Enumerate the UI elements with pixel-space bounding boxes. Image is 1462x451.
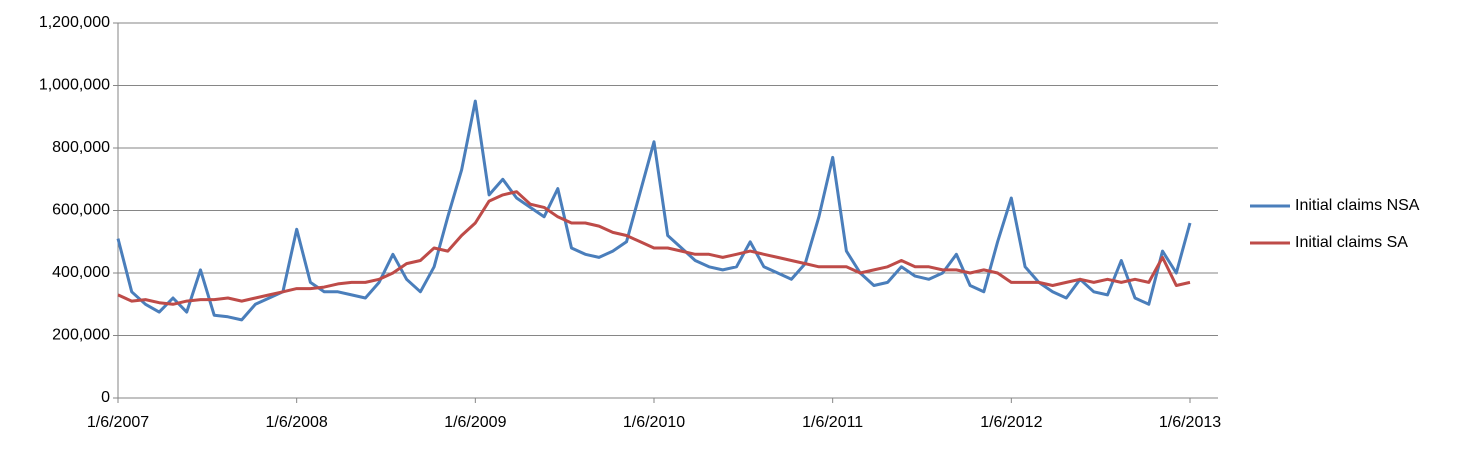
y-tick-label: 1,000,000 (39, 77, 110, 94)
y-tick-label: 200,000 (52, 327, 110, 344)
y-tick-label: 400,000 (52, 264, 110, 281)
y-tick-label: 800,000 (52, 139, 110, 156)
legend-label: Initial claims NSA (1295, 197, 1420, 214)
x-tick-label: 1/6/2012 (980, 414, 1042, 431)
series-line (117, 190, 1191, 306)
x-tick-label: 1/6/2009 (444, 414, 506, 431)
legend-label: Initial claims SA (1295, 234, 1408, 251)
x-tick-label: 1/6/2007 (87, 414, 149, 431)
series-line (116, 99, 1192, 322)
x-tick-label: 1/6/2011 (802, 414, 863, 431)
x-tick-label: 1/6/2008 (266, 414, 328, 431)
x-tick-label: 1/6/2013 (1159, 414, 1221, 431)
y-tick-label: 600,000 (52, 202, 110, 219)
y-tick-label: 1,200,000 (39, 14, 110, 31)
x-tick-label: 1/6/2010 (623, 414, 685, 431)
y-tick-label: 0 (101, 389, 110, 406)
